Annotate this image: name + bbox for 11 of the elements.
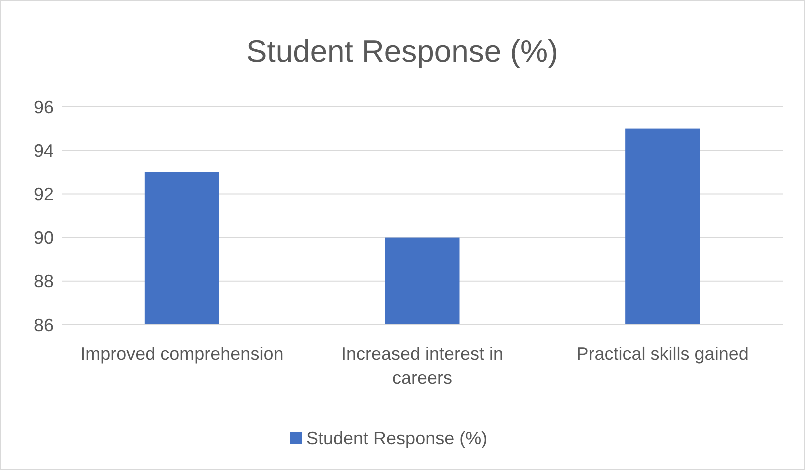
y-tick-label: 88	[34, 272, 54, 292]
legend-label: Student Response (%)	[306, 428, 488, 448]
y-tick-label: 86	[34, 315, 54, 336]
chart-title: Student Response (%)	[246, 34, 558, 69]
y-tick-label: 96	[34, 97, 54, 118]
x-tick-label: Practical skills gained	[576, 344, 749, 364]
x-tick-label: Increased interest in careers	[341, 344, 504, 388]
y-tick-label: 92	[34, 184, 54, 204]
x-tick-label: Improved comprehension	[80, 344, 284, 364]
y-tick-label: 90	[34, 228, 54, 248]
y-tick-label: 94	[34, 140, 54, 161]
